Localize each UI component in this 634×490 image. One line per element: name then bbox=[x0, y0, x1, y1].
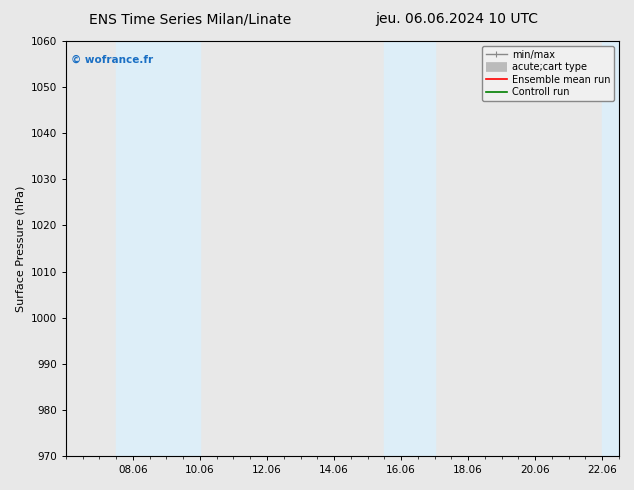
Bar bbox=[384, 41, 435, 456]
Text: jeu. 06.06.2024 10 UTC: jeu. 06.06.2024 10 UTC bbox=[375, 12, 538, 26]
Legend: min/max, acute;cart type, Ensemble mean run, Controll run: min/max, acute;cart type, Ensemble mean … bbox=[482, 46, 614, 101]
Text: © wofrance.fr: © wofrance.fr bbox=[71, 55, 153, 65]
Bar bbox=[116, 41, 200, 456]
Text: ENS Time Series Milan/Linate: ENS Time Series Milan/Linate bbox=[89, 12, 292, 26]
Y-axis label: Surface Pressure (hPa): Surface Pressure (hPa) bbox=[15, 185, 25, 312]
Bar bbox=[602, 41, 619, 456]
